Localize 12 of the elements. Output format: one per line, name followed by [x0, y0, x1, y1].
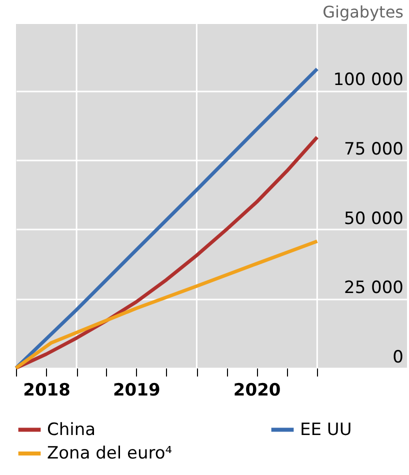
x-tick-label: 2018 [23, 380, 70, 400]
y-tick-label: 75 000 [344, 139, 404, 160]
x-tick-label: 2019 [112, 380, 160, 400]
legend-label: Zona del euro⁴ [47, 444, 172, 464]
y-tick-label: 25 000 [344, 278, 404, 298]
y-tick-label: 50 000 [344, 208, 404, 229]
y-tick-label: 100 000 [333, 70, 404, 90]
y-axis-title: Gigabytes [322, 2, 404, 22]
y-tick-label: 0 [392, 348, 404, 368]
x-tick-label: 2020 [233, 380, 281, 400]
legend-label: EE UU [300, 420, 352, 440]
legend-label: China [47, 420, 96, 440]
